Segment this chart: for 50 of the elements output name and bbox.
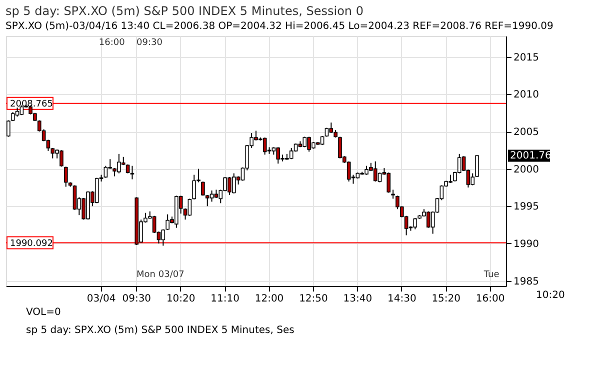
x-tick-label: 12:50 bbox=[299, 294, 328, 304]
annotation: 16:00 bbox=[98, 38, 126, 48]
x-tick-label: 16:00 bbox=[476, 294, 505, 304]
chart-subtitle: SPX.XO (5m)-03/04/16 13:40 CL=2006.38 OP=2004.32 Hi=2006.45 Lo=2004.23 REF=2008.76 REF=1990.09 bbox=[6, 21, 554, 32]
candlestick bbox=[205, 194, 210, 207]
candlestick bbox=[210, 190, 214, 202]
candlestick bbox=[50, 147, 55, 159]
candlestick bbox=[188, 198, 192, 216]
candlestick bbox=[346, 160, 351, 182]
x-tick-label: 03/04 bbox=[86, 294, 116, 304]
text: 2001.76 bbox=[510, 150, 552, 162]
text: VOL=0 bbox=[26, 307, 61, 318]
candlestick bbox=[475, 154, 479, 178]
y-tick-label: 2005 bbox=[514, 127, 539, 138]
ref-line-label: 2008.765 bbox=[10, 99, 53, 110]
candlestick bbox=[386, 172, 391, 194]
ref-line-label: 1990.092 bbox=[10, 238, 53, 249]
y-tick-label: 1985 bbox=[514, 276, 539, 288]
candlestick bbox=[470, 172, 475, 186]
text: sp 5 day: SPX.XO (5m) S&P 500 INDEX 5 Minutes, Ses bbox=[26, 325, 294, 336]
annotation: 09:30 bbox=[136, 38, 163, 48]
x-tick-label: 10:20 bbox=[166, 294, 196, 304]
candlestick bbox=[104, 165, 108, 178]
candlestick bbox=[201, 181, 205, 196]
candlestick bbox=[161, 228, 166, 246]
candlestick bbox=[192, 174, 196, 200]
chart-title: sp 5 day: SPX.XO (5m) S&P 500 INDEX 5 Minutes, Session 0 bbox=[6, 4, 364, 18]
candlestick bbox=[72, 184, 77, 210]
y-tick-label: 1995 bbox=[514, 202, 539, 213]
candlestick bbox=[373, 160, 378, 182]
y-tick-label: 2000 bbox=[514, 164, 539, 176]
y-tick-label: 2015 bbox=[514, 52, 539, 64]
candlestick bbox=[378, 172, 382, 183]
x-tick-label: 14:30 bbox=[387, 294, 416, 304]
y-tick-label: 2010 bbox=[514, 90, 539, 101]
x-tick-label: 13:40 bbox=[343, 294, 372, 304]
annotation: Mon 03/07 bbox=[136, 270, 184, 280]
candlestick bbox=[276, 146, 280, 164]
candlestick bbox=[262, 136, 267, 156]
candlestick bbox=[232, 172, 236, 194]
candlestick bbox=[329, 122, 334, 134]
candlestick bbox=[64, 166, 68, 188]
x-tick-label: 09:30 bbox=[122, 294, 152, 304]
candlestick bbox=[413, 218, 418, 230]
candlestick bbox=[130, 165, 134, 180]
x-tick-label: 15:20 bbox=[432, 294, 461, 304]
annotation: Tue bbox=[482, 270, 500, 280]
x-tick-label: 12:00 bbox=[254, 294, 284, 304]
y-tick-label: 1990 bbox=[514, 238, 539, 250]
x-tick-label: 11:10 bbox=[210, 294, 240, 304]
